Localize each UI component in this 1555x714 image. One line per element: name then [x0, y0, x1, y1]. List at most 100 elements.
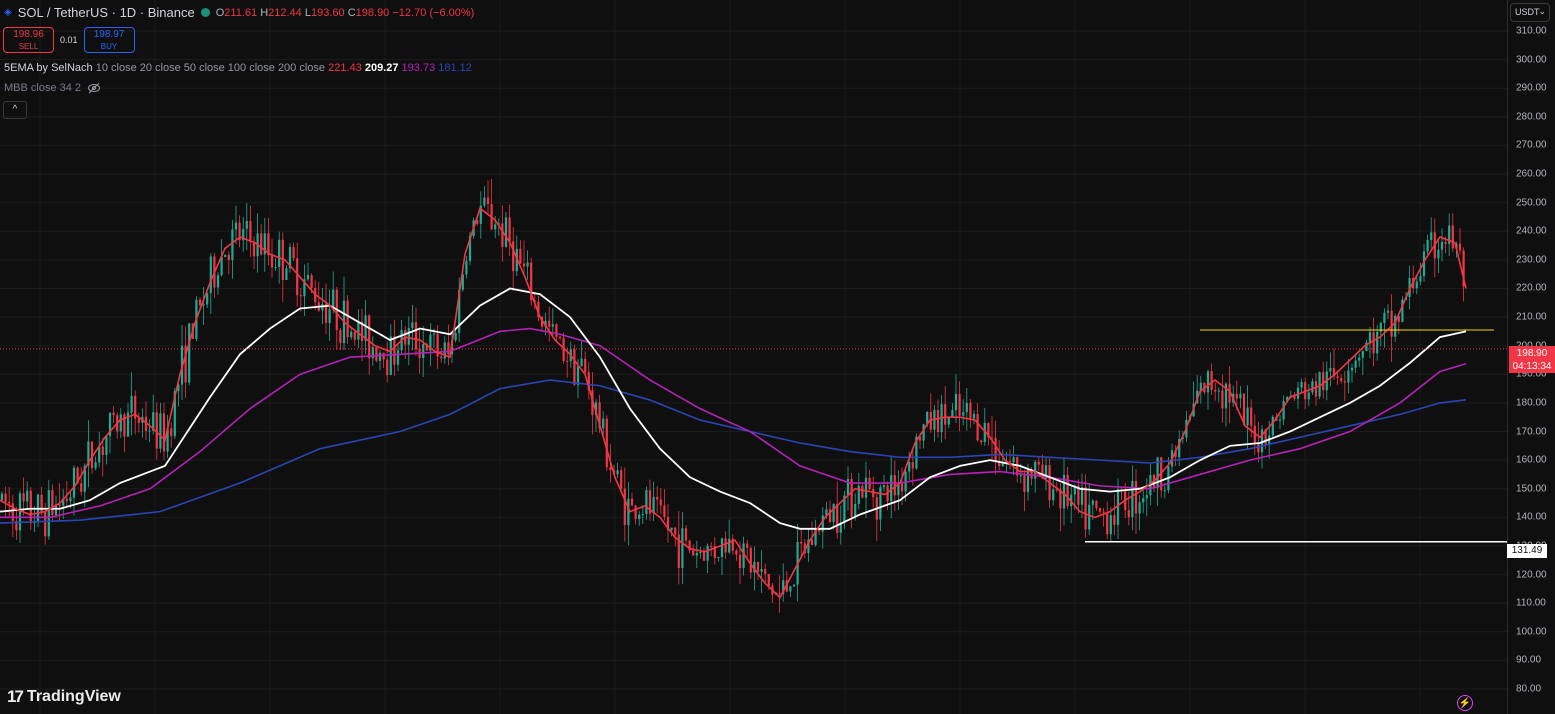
candle-body — [159, 413, 162, 449]
lightning-icon[interactable]: ⚡ — [1457, 695, 1473, 711]
candle-body — [526, 262, 529, 267]
candle-body — [458, 289, 461, 333]
candle-body — [555, 324, 558, 337]
candle-body — [1239, 393, 1242, 399]
tradingview-logo[interactable]: 17 TradingView — [7, 687, 121, 706]
candle-body — [954, 393, 958, 410]
sell-button[interactable]: 198.96 SELL — [3, 27, 54, 53]
candle-body — [951, 409, 954, 417]
price-tick-label: 80.00 — [1516, 683, 1542, 695]
price-tick-label: 300.00 — [1516, 54, 1547, 66]
candle-body — [810, 539, 814, 545]
price-tick-label: 270.00 — [1516, 139, 1547, 151]
candle-body — [1023, 475, 1026, 492]
candle-body — [605, 418, 608, 468]
candle-body — [562, 338, 565, 361]
candle-body — [429, 334, 432, 351]
candle-body — [584, 358, 587, 373]
candle-body — [530, 262, 533, 301]
candle-body — [249, 220, 252, 242]
collapse-legend-button[interactable]: ^ — [3, 101, 27, 119]
candle-body — [202, 304, 205, 306]
candle-body — [83, 465, 86, 492]
candle-body — [872, 489, 875, 498]
candle-body — [843, 495, 846, 523]
candle-body — [22, 493, 25, 502]
candle-body — [681, 528, 684, 568]
candle-body — [47, 490, 50, 537]
candle-body — [1386, 310, 1390, 313]
candle-body — [382, 352, 385, 360]
candle-body — [267, 233, 270, 256]
candle-body — [688, 540, 691, 551]
candle-body — [0, 493, 4, 501]
candle-body — [551, 324, 554, 327]
candle-body — [1214, 390, 1217, 392]
currency-select[interactable]: USDT ⌄ — [1510, 3, 1550, 22]
candle-body — [1257, 443, 1260, 453]
buy-button[interactable]: 198.97 BUY — [83, 27, 135, 53]
mbb-indicator-legend[interactable]: MBB close 34 2 — [4, 82, 101, 94]
candle-body — [1372, 332, 1375, 354]
candle-body — [1055, 489, 1058, 491]
candle-body — [497, 223, 500, 225]
candle-body — [1329, 368, 1332, 372]
candle-body — [1458, 243, 1462, 251]
candle-body — [321, 304, 324, 311]
candle-body — [1271, 416, 1274, 436]
candle-body — [1440, 241, 1444, 250]
chevron-up-icon: ^ — [12, 104, 18, 115]
candle-body — [594, 402, 598, 415]
candle-body — [1379, 322, 1382, 332]
candle-body — [1091, 500, 1094, 505]
candle-body — [832, 504, 835, 523]
candle-body — [1037, 461, 1040, 465]
candle-body — [1350, 367, 1354, 371]
price-tick-label: 160.00 — [1516, 454, 1547, 466]
candle-body — [396, 350, 400, 365]
candle-body — [1293, 395, 1296, 399]
candle-body — [587, 372, 590, 391]
candle-body — [1041, 464, 1044, 479]
ema-indicator-legend[interactable]: 5EMA by SelNach 10 close 20 close 50 clo… — [4, 62, 472, 74]
candle-body — [1365, 342, 1368, 352]
candle-body — [436, 333, 439, 357]
symbol-title[interactable]: SOL / TetherUS · 1D · Binance — [17, 5, 195, 20]
candle-body — [1026, 469, 1030, 492]
candle-body — [260, 233, 263, 255]
candle-body — [998, 462, 1001, 467]
candle-body — [616, 470, 619, 475]
candle-body — [1001, 461, 1004, 467]
eye-off-icon[interactable] — [87, 82, 101, 94]
trade-panel: 198.96 SELL 0.01 198.97 BUY — [3, 27, 135, 53]
candle-body — [623, 488, 626, 525]
candle-body — [72, 467, 76, 498]
candle-body — [540, 317, 544, 327]
candle-body — [1228, 383, 1231, 403]
price-tick-label: 230.00 — [1516, 254, 1547, 266]
candle-body — [1206, 371, 1210, 393]
candle-body — [792, 584, 796, 587]
candle-body — [378, 352, 382, 361]
candle-body — [292, 246, 295, 259]
candle-body — [908, 462, 911, 472]
price-chart[interactable] — [0, 0, 1507, 714]
candle-body — [1199, 382, 1202, 391]
candle-body — [216, 275, 220, 288]
candle-body — [630, 498, 634, 506]
candle-body — [1340, 378, 1343, 382]
candle-body — [1422, 251, 1426, 277]
candle-body — [476, 220, 479, 224]
candle-body — [861, 485, 864, 498]
candle-body — [742, 543, 745, 569]
candle-body — [828, 509, 832, 523]
candle-body — [285, 268, 288, 280]
candle-body — [648, 490, 652, 514]
candle-body — [137, 418, 140, 423]
candle-body — [324, 304, 328, 323]
candle-body — [375, 347, 378, 361]
candle-body — [789, 586, 792, 592]
candle-body — [152, 412, 155, 431]
candle-body — [879, 487, 882, 520]
candle-body — [1008, 461, 1012, 463]
